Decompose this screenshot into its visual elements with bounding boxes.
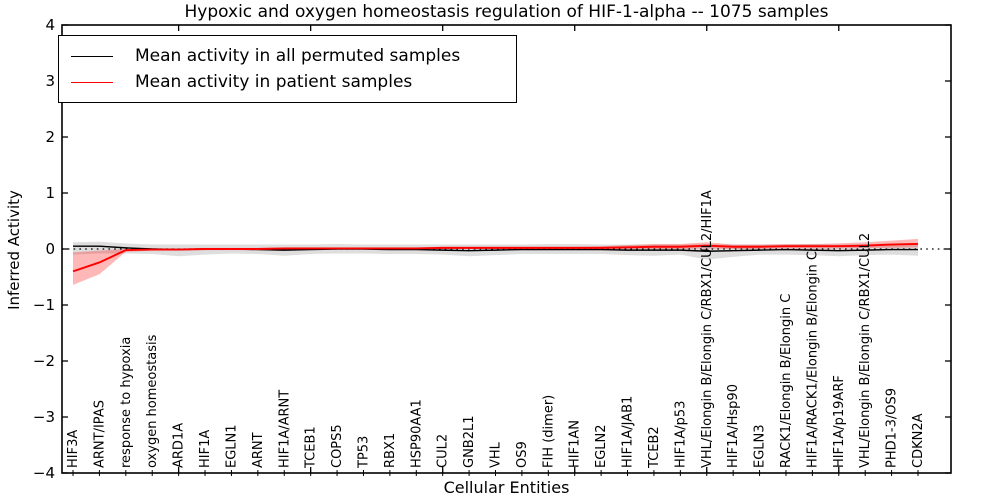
- x-tick-label: CUL2: [436, 434, 451, 468]
- legend-entry-patient: Mean activity in patient samples: [71, 69, 516, 95]
- x-tick-label: EGLN3: [753, 424, 768, 468]
- x-tick-label: RBX1: [383, 433, 398, 468]
- x-tick-label: ARNT: [251, 432, 266, 468]
- x-tick-label: TCEB2: [647, 426, 662, 469]
- y-tick-label: 1: [45, 184, 55, 202]
- patient-mean-line: [72, 243, 919, 273]
- y-tick-label: 2: [45, 128, 55, 146]
- y-axis-label: Inferred Activity: [5, 190, 23, 310]
- x-tick-label: HIF3A: [66, 430, 81, 468]
- x-tick-label: HIF1A/RACK1/Elongin B/Elongin C: [805, 251, 820, 468]
- x-tick-label: OS9: [515, 441, 530, 468]
- x-tick-label: HIF1A: [198, 430, 213, 468]
- y-tick-label: 0: [45, 240, 55, 258]
- x-tick-label: HIF1A/Hsp90: [726, 384, 741, 468]
- y-tick-label: 4: [45, 16, 55, 34]
- x-tick-label: GNB2L1: [462, 415, 477, 468]
- x-tick-label: VHL/Elongin B/Elongin C/RBX1/CUL2: [858, 233, 873, 468]
- chart-title: Hypoxic and oxygen homeostasis regulatio…: [184, 2, 829, 22]
- x-tick-label: ARNT/IPAS: [92, 400, 107, 468]
- x-tick-label: HIF1AN: [568, 420, 583, 468]
- x-tick-label: response to hypoxia: [119, 337, 134, 468]
- patient-line-swatch: [71, 81, 113, 83]
- y-tick-label: −4: [33, 464, 55, 482]
- x-tick-label: COPS5: [330, 424, 345, 468]
- y-tick-label: 3: [45, 72, 55, 90]
- x-tick-label: HIF1A/JAB1: [621, 396, 636, 468]
- x-tick-label: RACK1/Elongin B/Elongin C: [779, 294, 794, 468]
- legend-entry-permuted: Mean activity in all permuted samples: [71, 43, 516, 69]
- x-tick-label: PHD1-3/OS9: [885, 388, 900, 468]
- x-tick-label: HSP90AA1: [409, 399, 424, 468]
- y-tick-label: −1: [33, 296, 55, 314]
- legend: Mean activity in all permuted samples Me…: [58, 35, 517, 103]
- x-tick-label: EGLN1: [224, 424, 239, 468]
- x-tick-label: VHL: [489, 441, 504, 468]
- x-tick-label: FIH (dimer): [541, 395, 556, 468]
- x-tick-label: HIF1A/p53: [673, 401, 688, 468]
- legend-label-permuted: Mean activity in all permuted samples: [135, 46, 461, 66]
- x-tick-label: oxygen homeostasis: [145, 334, 160, 468]
- x-tick-label: HIF1A/p19ARF: [832, 375, 847, 468]
- x-axis-label: Cellular Entities: [443, 478, 570, 497]
- x-tick-label: TP53: [356, 436, 371, 469]
- x-tick-label: ARD1A: [172, 423, 187, 468]
- y-tick-label: −3: [33, 408, 55, 426]
- x-tick-label: CDKN2A: [911, 413, 926, 468]
- x-tick-label: HIF1A/ARNT: [277, 390, 292, 468]
- y-tick-label: −2: [33, 352, 55, 370]
- x-tick-label: TCEB1: [304, 426, 319, 469]
- permuted-line-swatch: [71, 55, 113, 57]
- x-tick-label: EGLN2: [594, 424, 609, 468]
- x-tick-label: VHL/Elongin B/Elongin C/RBX1/CUL2/HIF1A: [700, 190, 715, 468]
- legend-label-patient: Mean activity in patient samples: [135, 72, 413, 92]
